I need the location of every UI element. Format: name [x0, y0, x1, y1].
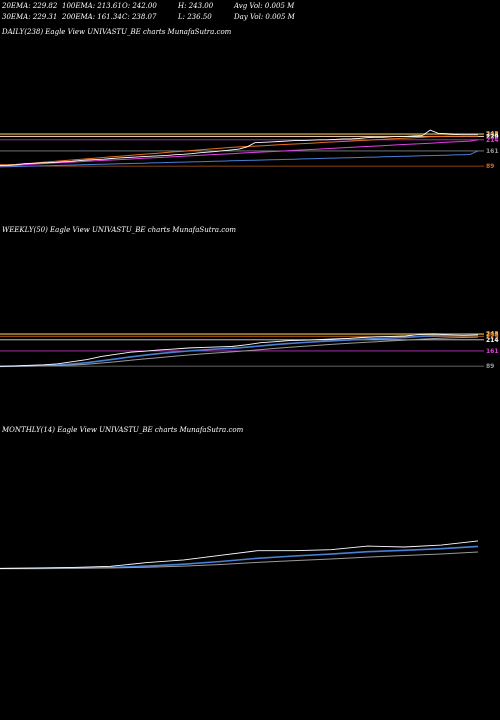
- stats-row-1: 20EMA: 229.82 100EMA: 213.61 O: 242.00 H…: [2, 1, 498, 12]
- weekly-level-label: 214: [486, 337, 499, 344]
- monthly-price-line: [0, 540, 479, 569]
- day-vol-value: Day Vol: 0.005 M: [234, 13, 295, 21]
- daily-ema-line: [0, 150, 479, 168]
- ema20-value: 20EMA: 229.82: [2, 2, 58, 10]
- monthly-panel-title: MONTHLY(14) Eagle View UNIVASTU_BE chart…: [2, 426, 244, 434]
- stats-row-2: 30EMA: 229.31 200EMA: 161.34 C: 238.07 L…: [2, 12, 498, 23]
- daily-price-line: [0, 129, 478, 166]
- weekly-panel-title: WEEKLY(50) Eagle View UNIVASTU_BE charts…: [2, 226, 237, 234]
- weekly-level-label: 89: [486, 363, 494, 370]
- weekly-level-label: 238: [486, 332, 499, 339]
- daily-level-label: 229: [486, 134, 499, 141]
- stats-header: 20EMA: 229.82 100EMA: 213.61 O: 242.00 H…: [2, 1, 498, 23]
- daily-level-label: 243: [486, 131, 499, 138]
- daily-level-label: 161: [486, 148, 499, 155]
- daily-level-label: 238: [486, 132, 499, 139]
- monthly-ema-line: [0, 545, 479, 570]
- monthly-ema-line: [0, 551, 479, 569]
- high-value: H: 243.00: [178, 2, 214, 10]
- daily-ema-line: [0, 139, 479, 167]
- open-value: O: 242.00: [122, 2, 157, 10]
- weekly-level-label: 243: [486, 331, 499, 338]
- weekly-price-line: [0, 333, 479, 367]
- daily-level-label: 89: [486, 163, 494, 170]
- weekly-ema-line: [0, 336, 479, 367]
- daily-panel-title: DAILY(238) Eagle View UNIVASTU_BE charts…: [2, 28, 232, 36]
- daily-level-label: 230: [486, 133, 499, 140]
- ema100-value: 100EMA: 213.61: [62, 2, 122, 10]
- ema30-value: 30EMA: 229.31: [2, 13, 58, 21]
- weekly-level-label: 229: [486, 334, 499, 341]
- low-value: L: 236.50: [178, 13, 212, 21]
- weekly-ema-line: [0, 334, 479, 368]
- weekly-level-label: 161: [486, 348, 499, 355]
- close-value: C: 238.07: [122, 13, 157, 21]
- avg-vol-value: Avg Vol: 0.005 M: [234, 2, 295, 10]
- ema200-value: 200EMA: 161.34: [62, 13, 122, 21]
- daily-level-label: 214: [486, 137, 499, 144]
- daily-ema-line: [0, 135, 478, 166]
